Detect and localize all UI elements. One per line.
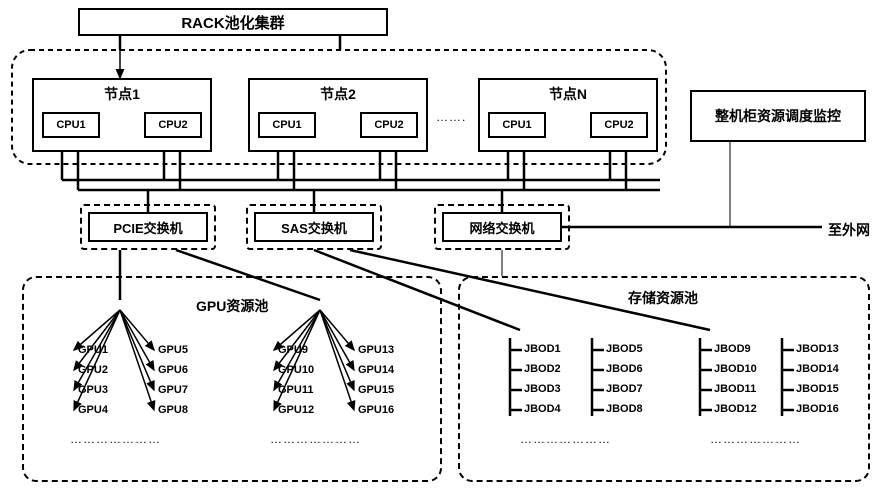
jbod-JBOD16: JBOD16 xyxy=(796,403,839,415)
node-2-cpu1: CPU1 xyxy=(488,112,546,138)
jbod-JBOD3: JBOD3 xyxy=(524,383,561,395)
gpu-GPU11: GPU11 xyxy=(278,384,313,396)
storage-pool-title: 存储资源池 xyxy=(624,288,702,308)
node-2-cpu2: CPU2 xyxy=(590,112,648,138)
jbod-JBOD9: JBOD9 xyxy=(714,343,751,355)
node-0-cpu2: CPU2 xyxy=(144,112,202,138)
jbod-JBOD12: JBOD12 xyxy=(714,403,757,415)
gpu-GPU16: GPU16 xyxy=(358,404,394,416)
gpu-dots-1: ………………… xyxy=(270,432,361,446)
jbod-JBOD14: JBOD14 xyxy=(796,363,839,375)
jbod-JBOD2: JBOD2 xyxy=(524,363,561,375)
jbod-JBOD4: JBOD4 xyxy=(524,403,561,415)
gpu-GPU14: GPU14 xyxy=(358,364,394,376)
gpu-GPU4: GPU4 xyxy=(78,404,108,416)
gpu-GPU5: GPU5 xyxy=(158,344,188,356)
gpu-dots-0: ………………… xyxy=(70,432,161,446)
jbod-JBOD8: JBOD8 xyxy=(606,403,643,415)
jbod-JBOD13: JBOD13 xyxy=(796,343,839,355)
external-label: 至外网 xyxy=(828,220,870,240)
gpu-pool-title: GPU资源池 xyxy=(192,296,272,316)
jbod-JBOD7: JBOD7 xyxy=(606,383,643,395)
jbod-dots-0: ………………… xyxy=(520,432,611,446)
jbod-JBOD11: JBOD11 xyxy=(714,383,756,395)
node-1-cpu2: CPU2 xyxy=(360,112,418,138)
gpu-GPU8: GPU8 xyxy=(158,404,188,416)
jbod-JBOD10: JBOD10 xyxy=(714,363,757,375)
node-dots: ……. xyxy=(436,110,466,124)
gpu-GPU12: GPU12 xyxy=(278,404,314,416)
net-switch: 网络交换机 xyxy=(442,212,562,242)
node-1-cpu1: CPU1 xyxy=(258,112,316,138)
rack-title: RACK池化集群 xyxy=(78,8,388,36)
jbod-dots-1: ………………… xyxy=(710,432,801,446)
gpu-GPU3: GPU3 xyxy=(78,384,108,396)
gpu-GPU2: GPU2 xyxy=(78,364,108,376)
jbod-JBOD1: JBOD1 xyxy=(524,343,561,355)
jbod-JBOD5: JBOD5 xyxy=(606,343,643,355)
gpu-GPU1: GPU1 xyxy=(78,344,108,356)
gpu-GPU7: GPU7 xyxy=(158,384,188,396)
node-0-cpu1: CPU1 xyxy=(42,112,100,138)
gpu-GPU6: GPU6 xyxy=(158,364,188,376)
jbod-JBOD15: JBOD15 xyxy=(796,383,839,395)
gpu-GPU15: GPU15 xyxy=(358,384,394,396)
sas-switch: SAS交换机 xyxy=(254,212,374,242)
monitor-box: 整机柜资源调度监控 xyxy=(690,90,866,142)
gpu-GPU9: GPU9 xyxy=(278,344,308,356)
gpu-GPU10: GPU10 xyxy=(278,364,314,376)
jbod-JBOD6: JBOD6 xyxy=(606,363,643,375)
pcie-switch: PCIE交换机 xyxy=(88,212,208,242)
gpu-GPU13: GPU13 xyxy=(358,344,394,356)
